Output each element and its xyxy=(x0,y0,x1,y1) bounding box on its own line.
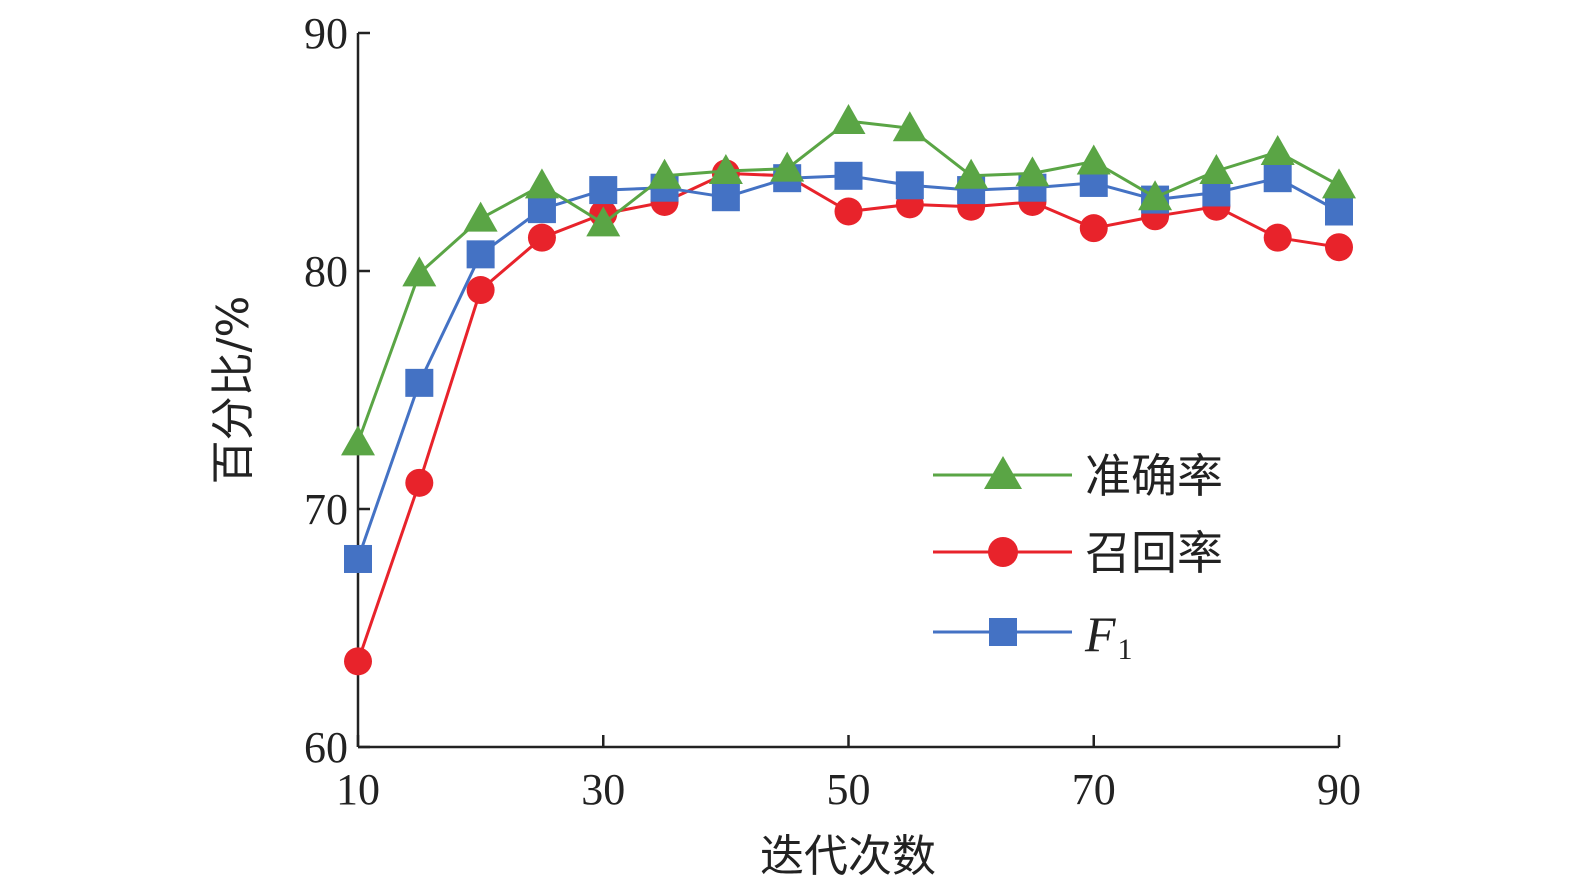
legend-label-recall: 召回率 xyxy=(1085,526,1223,580)
data-point-f1 xyxy=(589,176,618,205)
x-tick-label: 90 xyxy=(1317,765,1361,814)
data-point-f1 xyxy=(527,195,556,224)
legend-item-accuracy: 准确率 xyxy=(933,449,1223,503)
data-point-f1 xyxy=(466,240,495,269)
legend-label-f1-letter: F xyxy=(1084,606,1116,662)
data-point-f1 xyxy=(834,161,863,190)
legend-square-icon xyxy=(989,618,1017,646)
data-point-accuracy xyxy=(524,168,559,199)
data-point-f1 xyxy=(1325,197,1353,226)
data-point-accuracy xyxy=(954,158,989,189)
data-point-recall xyxy=(1079,214,1108,243)
data-point-accuracy xyxy=(770,151,805,182)
series-recall xyxy=(344,159,1353,676)
data-point-recall xyxy=(405,468,434,497)
y-tick-label: 60 xyxy=(304,723,348,772)
data-point-recall xyxy=(527,223,556,252)
data-point-f1 xyxy=(1263,164,1292,193)
data-point-accuracy xyxy=(341,425,375,456)
x-tick-label: 10 xyxy=(336,765,380,814)
legend: 准确率 召回率 F1 xyxy=(933,449,1223,666)
data-point-accuracy xyxy=(1076,144,1111,175)
legend-item-f1: F1 xyxy=(933,606,1133,666)
data-point-accuracy xyxy=(1260,135,1295,165)
legend-item-recall: 召回率 xyxy=(933,526,1223,580)
data-point-accuracy xyxy=(831,104,866,135)
data-point-accuracy xyxy=(586,206,621,237)
y-tick-label: 70 xyxy=(304,485,348,534)
y-axis-title: 百分比/% xyxy=(208,296,259,485)
x-axis-title: 迭代次数 xyxy=(760,831,936,882)
data-point-accuracy xyxy=(402,256,437,287)
x-tick-label: 50 xyxy=(827,765,871,814)
data-point-accuracy xyxy=(647,158,682,189)
data-point-f1 xyxy=(711,183,740,212)
data-point-accuracy xyxy=(892,111,927,142)
data-point-f1 xyxy=(895,171,924,200)
ticks: 60 70 80 90 10 30 50 70 90 xyxy=(304,9,1361,814)
data-point-f1 xyxy=(344,544,372,573)
y-tick-label: 80 xyxy=(304,247,348,296)
data-point-accuracy xyxy=(1138,180,1173,211)
data-point-recall xyxy=(1325,233,1353,262)
data-point-accuracy xyxy=(1015,156,1050,187)
series-accuracy xyxy=(341,104,1356,456)
data-point-recall xyxy=(466,276,495,305)
legend-circle-icon xyxy=(988,537,1018,567)
axes xyxy=(356,33,1339,749)
series-layer xyxy=(341,104,1356,676)
data-point-f1 xyxy=(405,368,434,397)
data-point-accuracy xyxy=(463,201,498,232)
legend-label-f1: F1 xyxy=(1084,606,1133,666)
data-point-accuracy xyxy=(1199,154,1234,185)
x-tick-label: 70 xyxy=(1072,765,1116,814)
data-point-accuracy xyxy=(708,154,743,185)
legend-triangle-icon xyxy=(984,456,1022,489)
series-line-recall xyxy=(356,171,1340,662)
data-point-accuracy xyxy=(1322,168,1356,199)
data-point-recall xyxy=(834,197,863,226)
data-point-recall xyxy=(1263,223,1292,252)
legend-label-f1-subscript: 1 xyxy=(1118,633,1133,666)
y-tick-label: 90 xyxy=(304,9,348,58)
data-point-recall xyxy=(344,647,372,676)
x-tick-label: 30 xyxy=(581,765,625,814)
legend-label-accuracy: 准确率 xyxy=(1085,449,1223,503)
